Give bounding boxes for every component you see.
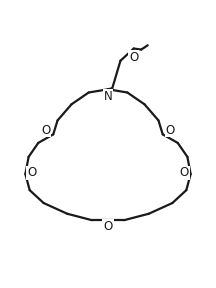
Text: O: O — [129, 51, 138, 64]
Text: O: O — [179, 166, 189, 179]
Text: N: N — [104, 90, 112, 103]
Text: O: O — [166, 124, 175, 137]
Text: O: O — [103, 220, 113, 233]
Text: O: O — [27, 166, 37, 179]
Text: O: O — [41, 124, 50, 137]
